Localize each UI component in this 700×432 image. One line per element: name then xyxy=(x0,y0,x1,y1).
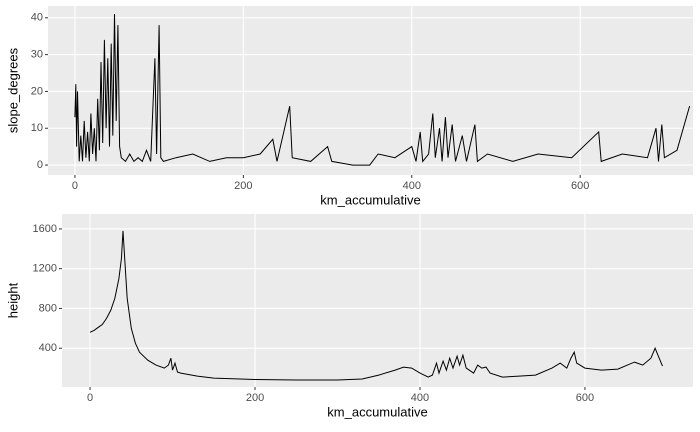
y-tick-label: 30 xyxy=(31,49,43,61)
x-tick-label: 200 xyxy=(246,392,264,404)
x-tick-label: 0 xyxy=(72,180,78,192)
y-tick-label: 10 xyxy=(31,122,43,134)
y-axis-title: slope_degrees xyxy=(5,47,20,133)
y-tick-label: 1600 xyxy=(33,223,57,235)
x-axis-title: km_accumulative xyxy=(327,404,427,419)
x-axis-title: km_accumulative xyxy=(320,192,420,207)
x-tick-label: 600 xyxy=(571,180,589,192)
x-tick-label: 0 xyxy=(87,392,93,404)
y-tick-label: 1200 xyxy=(33,263,57,275)
x-tick-label: 600 xyxy=(576,392,594,404)
y-tick-label: 800 xyxy=(39,302,57,314)
y-tick-label: 0 xyxy=(37,159,43,171)
x-tick-label: 400 xyxy=(411,392,429,404)
y-tick-label: 40 xyxy=(31,12,43,24)
x-tick-label: 200 xyxy=(234,180,252,192)
y-axis-title: height xyxy=(5,282,20,318)
panel xyxy=(62,214,693,387)
panel xyxy=(48,6,693,175)
y-tick-label: 400 xyxy=(39,342,57,354)
data-line xyxy=(89,230,663,381)
y-tick-label: 20 xyxy=(31,85,43,97)
data-line xyxy=(74,14,691,166)
x-tick-label: 400 xyxy=(403,180,421,192)
